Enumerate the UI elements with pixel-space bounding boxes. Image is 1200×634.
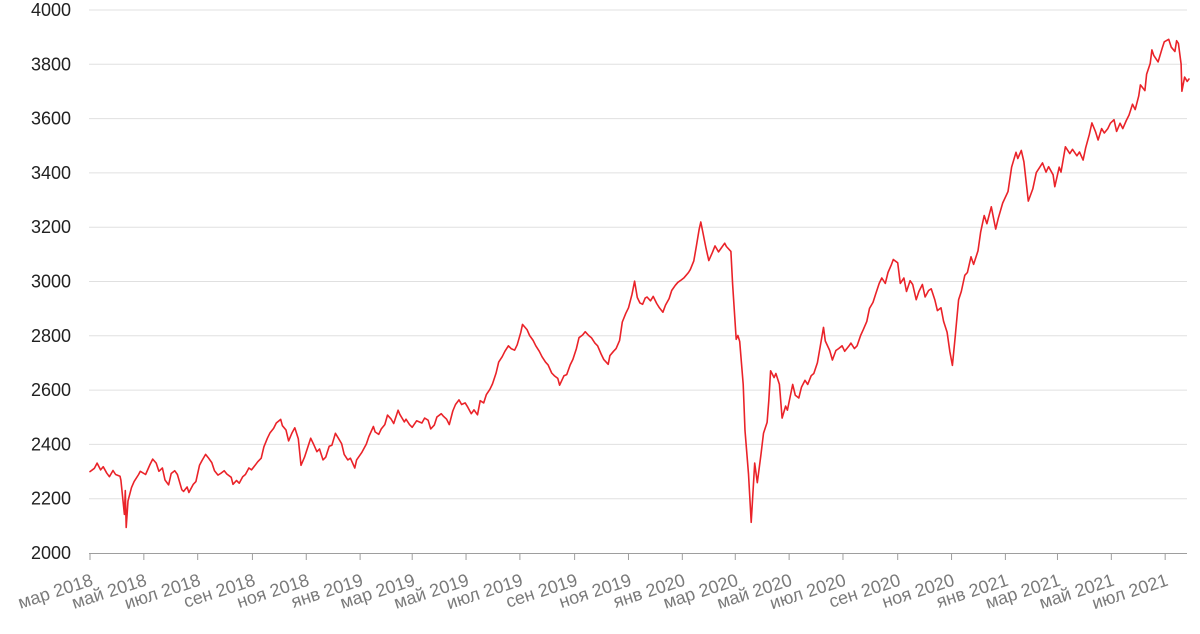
y-axis-label: 2200 [31, 489, 71, 509]
y-axis-label: 3400 [31, 163, 71, 183]
y-axis-label: 2600 [31, 380, 71, 400]
price-line-series [89, 38, 1190, 529]
y-axis-label: 2400 [31, 434, 71, 454]
y-axis-label: 3800 [31, 54, 71, 74]
y-axis-label: 2800 [31, 326, 71, 346]
y-axis-label: 4000 [31, 0, 71, 20]
y-axis-label: 3200 [31, 217, 71, 237]
y-axis-label: 3600 [31, 109, 71, 129]
y-axis-label: 2000 [31, 543, 71, 563]
y-axis-label: 3000 [31, 272, 71, 292]
